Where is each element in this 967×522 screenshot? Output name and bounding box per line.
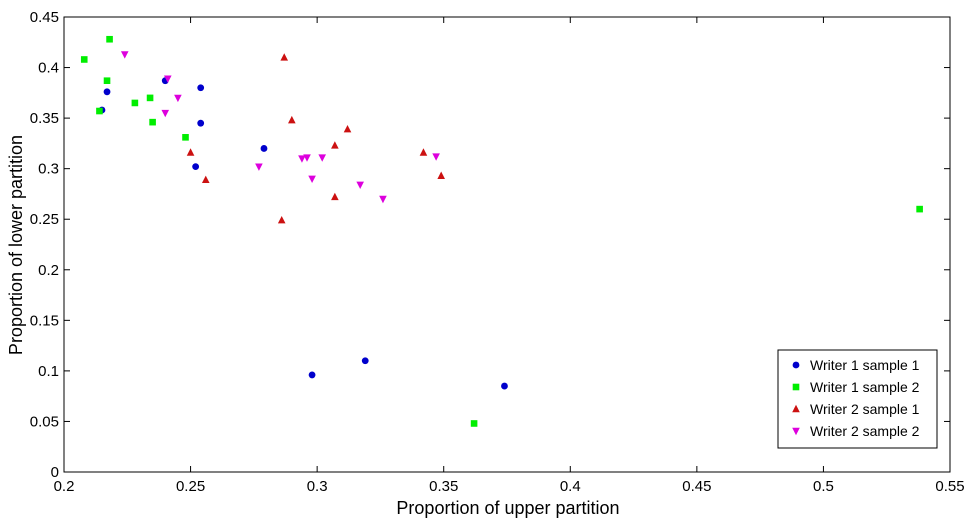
x-axis-label: Proportion of upper partition xyxy=(396,498,619,518)
legend-label: Writer 1 sample 2 xyxy=(810,379,920,395)
y-tick-label: 0.05 xyxy=(30,413,59,430)
data-point xyxy=(288,115,296,124)
data-point xyxy=(80,56,88,63)
legend xyxy=(777,349,938,449)
data-point xyxy=(308,175,316,183)
data-point xyxy=(197,84,205,92)
data-point xyxy=(470,420,478,427)
data-point xyxy=(146,94,154,102)
data-point xyxy=(103,88,111,96)
y-tick-label: 0 xyxy=(51,464,59,481)
data-point xyxy=(201,175,210,183)
data-point xyxy=(331,192,339,201)
data-point xyxy=(163,75,172,83)
data-point xyxy=(197,119,205,127)
series-2-points xyxy=(80,35,923,427)
legend-marker xyxy=(792,383,800,391)
data-point xyxy=(149,118,156,126)
series-3-points xyxy=(186,53,445,224)
data-point xyxy=(192,163,200,171)
series-4-points xyxy=(120,51,440,204)
data-point xyxy=(356,181,364,190)
y-tick-label: 0.2 xyxy=(38,262,59,279)
x-tick-label: 0.45 xyxy=(682,478,711,495)
data-point xyxy=(182,134,189,141)
legend-marker xyxy=(792,427,800,436)
data-point xyxy=(174,94,182,103)
legend-marker xyxy=(792,361,800,369)
data-point xyxy=(298,155,306,163)
data-point xyxy=(432,153,440,161)
x-tick-label: 0.55 xyxy=(935,478,964,495)
x-tick-label: 0.35 xyxy=(429,478,458,495)
y-tick-label: 0.35 xyxy=(30,110,59,127)
data-point xyxy=(161,109,170,118)
data-point xyxy=(331,141,339,149)
data-point xyxy=(501,382,508,390)
data-point xyxy=(131,99,139,107)
data-point xyxy=(361,357,369,365)
data-point xyxy=(106,35,113,43)
y-tick-label: 0.1 xyxy=(38,363,59,380)
data-point xyxy=(379,195,387,204)
data-point xyxy=(343,125,352,133)
data-point xyxy=(308,371,316,379)
legend-label: Writer 1 sample 1 xyxy=(810,357,920,373)
x-tick-label: 0.3 xyxy=(307,478,328,495)
y-tick-label: 0.45 xyxy=(30,9,59,26)
legend-label: Writer 2 sample 2 xyxy=(810,423,920,439)
data-point xyxy=(277,216,286,224)
data-point xyxy=(303,154,311,162)
series-1-points xyxy=(98,77,508,390)
data-point xyxy=(280,53,289,61)
y-axis-label: Proportion of lower partition xyxy=(6,135,26,355)
data-point xyxy=(120,51,129,59)
legend-marker xyxy=(792,404,800,413)
x-tick-label: 0.4 xyxy=(560,478,581,495)
data-point xyxy=(916,205,923,213)
legend-label: Writer 2 sample 1 xyxy=(810,401,920,417)
data-point xyxy=(419,148,428,156)
x-tick-label: 0.25 xyxy=(176,478,205,495)
y-tick-label: 0.25 xyxy=(30,211,59,228)
data-point xyxy=(260,145,268,152)
data-point xyxy=(437,171,445,179)
data-point xyxy=(186,148,195,156)
y-tick-label: 0.4 xyxy=(38,60,59,77)
data-point xyxy=(318,154,327,162)
x-tick-label: 0.2 xyxy=(54,478,75,495)
x-tick-label: 0.5 xyxy=(813,478,834,495)
y-tick-label: 0.3 xyxy=(38,161,59,178)
data-point xyxy=(255,163,263,171)
data-point xyxy=(96,107,103,115)
data-point xyxy=(103,77,111,84)
y-tick-label: 0.15 xyxy=(30,312,59,329)
